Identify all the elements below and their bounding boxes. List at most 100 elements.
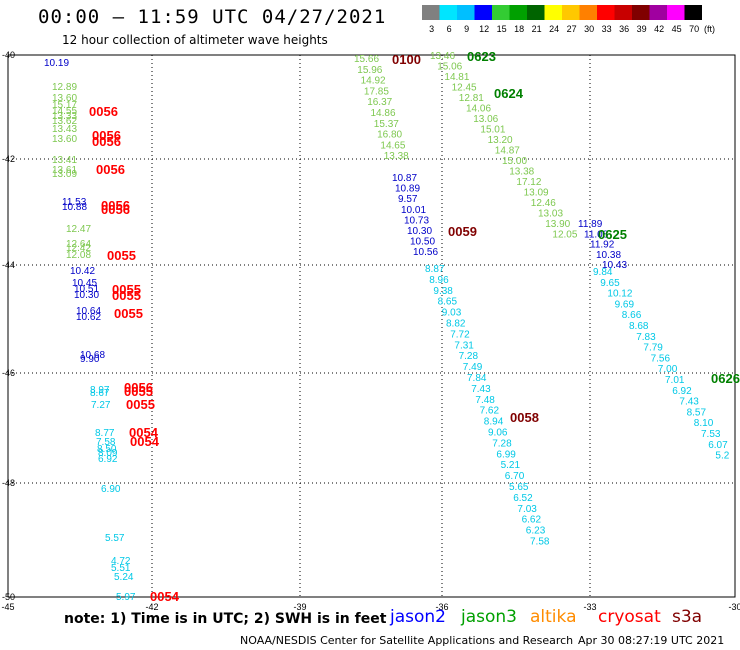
colorbar-swatch [527,5,545,20]
swh-value: 6.07 [708,440,728,451]
swh-value: 5.2 [715,451,729,462]
legend-jason2: jason2 [390,607,446,627]
swh-value: 7.72 [450,329,470,340]
pass-time-label: 0056 [89,104,118,119]
colorbar-tick-label: 42 [654,24,664,34]
pass-time-label: 0056 [124,380,153,395]
swh-value: 13.20 [488,135,513,146]
latitude-label: -46 [2,368,15,378]
swh-value: 7.27 [91,400,111,411]
colorbar-swatch [614,5,632,20]
swh-value: 16.80 [377,130,402,141]
colorbar-swatch [544,5,562,20]
swh-value: 11.53 [62,197,87,208]
colorbar-tick-label: 18 [514,24,524,34]
swh-value: 15.37 [374,119,399,130]
colorbar-swatch [562,5,580,20]
swh-value: 8.97 [90,385,110,396]
swh-value: 14.86 [371,108,396,119]
swh-value: 10.88 [62,202,87,213]
wave-height-colorbar: 3 6 9 12 15 18 21 24 27 30 33 36 39 42 45 70 (ft) [422,5,715,34]
swh-value: 15.00 [502,156,527,167]
swh-value: 14.65 [380,140,405,151]
pass-time-label: 0056 [96,162,125,177]
swh-value: 10.68 [80,350,105,361]
swh-value: 8.10 [694,418,714,429]
longitude-label: -33 [583,602,596,612]
swh-value: 10.89 [395,184,420,195]
swh-value: 11.08 [584,229,609,240]
swh-value: 6.99 [496,449,516,460]
swh-value: 10.51 [74,284,99,295]
swh-value: 15.17 [52,100,77,111]
swh-value: 10.12 [607,289,632,300]
latitude-label: -50 [2,592,15,602]
swh-value: 8.65 [438,297,458,308]
pass-time-label: 0059 [448,224,477,239]
colorbar-swatch [649,5,667,20]
footer-note: note: 1) Time is in UTC; 2) SWH is in fe… [64,611,387,627]
swh-value: 8.87 [425,264,445,275]
swh-value: 10.64 [76,306,101,317]
swh-value: 7.03 [517,504,537,515]
legend-altika-label: altika [530,607,577,627]
swh-value: 5.21 [501,460,521,471]
swh-value: 12.89 [52,82,77,93]
map-title: 00:00 – 11:59 UTC 04/27/2021 [38,6,387,28]
swh-value: 7.43 [471,384,491,395]
colorbar-swatch [632,5,650,20]
swh-value: 13.60 [52,93,77,104]
swh-value: 13.90 [545,219,570,230]
colorbar-tick-label: 24 [549,24,559,34]
swh-value: 13.09 [52,169,77,180]
swh-value: 6.92 [98,454,118,465]
swh-value: 10.43 [602,260,627,271]
swh-value: 13.03 [538,209,563,220]
swh-value: 13.06 [473,114,498,125]
colorbar-tick-label: 6 [447,24,452,34]
legend-cryosat-label: cryosat [598,607,661,627]
legend-jason2-label: jason2 [390,607,446,627]
colorbar-tick-label: 15 [497,24,507,34]
pass-time-label: 0056 [92,134,121,149]
colorbar-unit-label: (ft) [704,24,715,34]
colorbar-swatch [422,5,440,20]
swh-value: 9.06 [488,428,508,439]
swh-value: 6.62 [522,515,542,526]
swh-value: 9.84 [593,267,613,278]
swh-value: 7.62 [480,406,500,417]
swh-value: 10.42 [70,266,95,277]
swh-value: 9.03 [442,308,462,319]
swh-value: 13.62 [52,116,77,127]
swh-value: 6.52 [513,493,533,504]
longitude-label: -42 [145,602,158,612]
swh-value: 8.96 [429,275,449,286]
swh-value: 9.38 [433,286,453,297]
swh-value: 6.92 [672,386,692,397]
swh-value: 6.90 [101,484,121,495]
swh-value: 7.01 [665,375,685,386]
swh-value: 15.96 [357,65,382,76]
swh-value: 7.56 [651,353,671,364]
colorbar-swatch [579,5,597,20]
legend-cryosat: cryosat [598,607,661,627]
swh-value: 8.50 [97,444,117,455]
map-frame [7,54,736,598]
swh-value: 7.49 [463,362,483,373]
pass-time-label: 0055 [114,306,143,321]
swh-value: 8.67 [90,388,110,399]
colorbar-swatch [667,5,685,20]
swh-value: 13.33 [52,111,77,122]
colorbar-tick-label: 27 [567,24,577,34]
swh-value: 8.09 [98,448,118,459]
swh-value: 12.47 [66,224,91,235]
swh-value: 13.38 [384,151,409,162]
swh-value: 7.84 [467,373,487,384]
swh-value: 11.89 [578,219,603,230]
swh-value: 7.58 [530,537,550,548]
colorbar-tick-label: 36 [619,24,629,34]
colorbar-swatch [509,5,527,20]
swh-value: 13.60 [52,134,77,145]
swh-value: 15.06 [437,62,462,73]
swh-value: 10.38 [596,250,621,261]
